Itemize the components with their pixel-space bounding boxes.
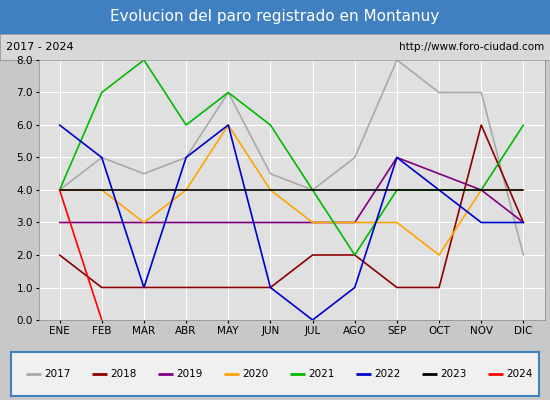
Text: 2018: 2018: [110, 369, 136, 379]
Text: 2023: 2023: [440, 369, 466, 379]
Text: 2019: 2019: [176, 369, 202, 379]
Text: 2022: 2022: [374, 369, 400, 379]
Text: 2017 - 2024: 2017 - 2024: [6, 42, 73, 52]
Text: 2024: 2024: [506, 369, 532, 379]
Text: Evolucion del paro registrado en Montanuy: Evolucion del paro registrado en Montanu…: [111, 10, 439, 24]
Text: http://www.foro-ciudad.com: http://www.foro-ciudad.com: [399, 42, 544, 52]
Text: 2017: 2017: [44, 369, 70, 379]
Text: 2020: 2020: [242, 369, 268, 379]
Text: 2021: 2021: [308, 369, 334, 379]
